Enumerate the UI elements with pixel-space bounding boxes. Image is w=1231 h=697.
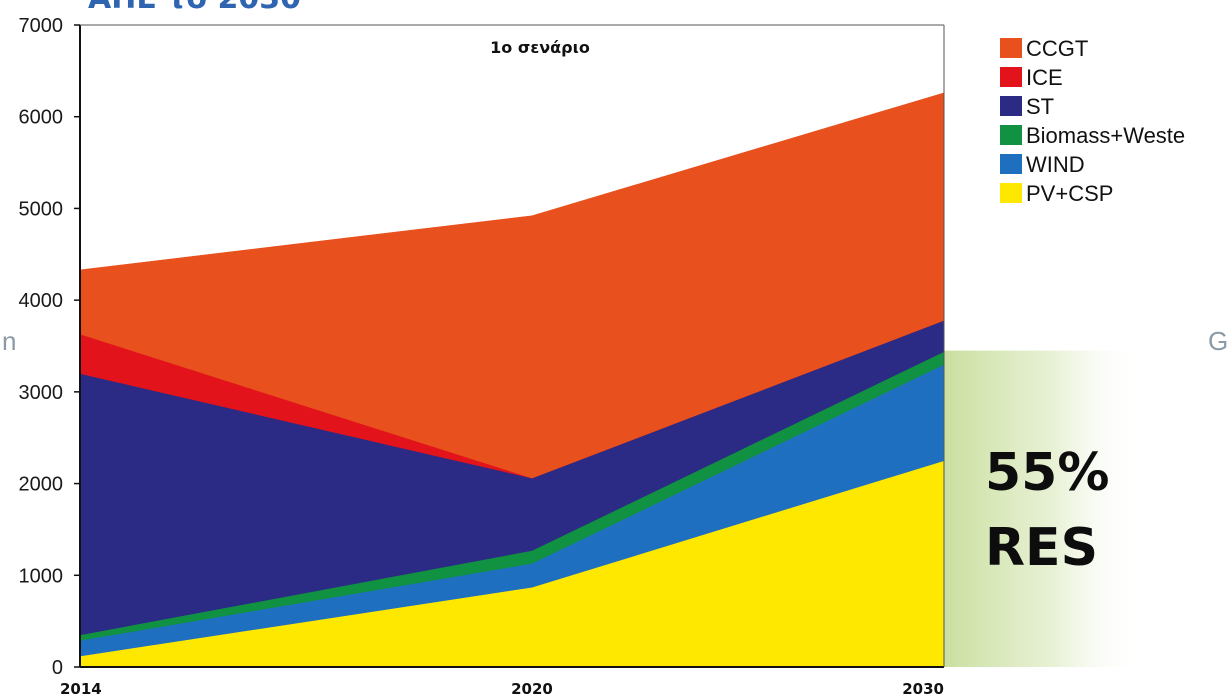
legend-label-pv-csp: PV+CSP [1026, 181, 1113, 206]
y-tick-label: 1000 [19, 565, 64, 587]
area-series-group [79, 92, 945, 668]
legend: CCGT ICE ST Biomass+Weste WIND PV+CSP [1000, 36, 1185, 206]
y-tick-label: 0 [52, 657, 63, 679]
y-tick-label: 6000 [19, 107, 64, 129]
legend-swatch-pv-csp [1000, 183, 1022, 203]
edge-text-right: G [1208, 326, 1228, 356]
y-tick-label: 7000 [19, 15, 64, 37]
axes-group: 0 1000 2000 3000 4000 5000 6000 7000 2014 2020 203… [19, 15, 945, 697]
chart-subtitle: 1ο σενάριο [490, 38, 590, 57]
legend-label-ccgt: CCGT [1026, 36, 1088, 61]
legend-label-ice: ICE [1026, 65, 1063, 90]
legend-label-st: ST [1026, 94, 1054, 119]
legend-swatch-ice [1000, 67, 1022, 87]
y-tick-label: 4000 [19, 290, 64, 312]
x-tick-label: 2030 [902, 680, 944, 697]
x-tick-label: 2020 [511, 680, 553, 697]
y-tick-label: 5000 [19, 198, 64, 220]
res-percentage-label: 55% [985, 443, 1109, 503]
x-tick-label: 2014 [60, 680, 102, 697]
y-tick-label: 2000 [19, 474, 64, 496]
edge-text-left: n [2, 326, 16, 356]
legend-label-biomass-weste: Biomass+Weste [1026, 123, 1185, 148]
legend-label-wind: WIND [1026, 152, 1085, 177]
legend-swatch-biomass-weste [1000, 125, 1022, 145]
res-label: RES [985, 518, 1098, 578]
legend-swatch-wind [1000, 154, 1022, 174]
res-highlight-band [944, 350, 1144, 667]
legend-swatch-ccgt [1000, 38, 1022, 58]
legend-swatch-st [1000, 96, 1022, 116]
cut-off-title: ΑΠΕ το 2030 [88, 0, 301, 16]
y-tick-label: 3000 [19, 382, 64, 404]
